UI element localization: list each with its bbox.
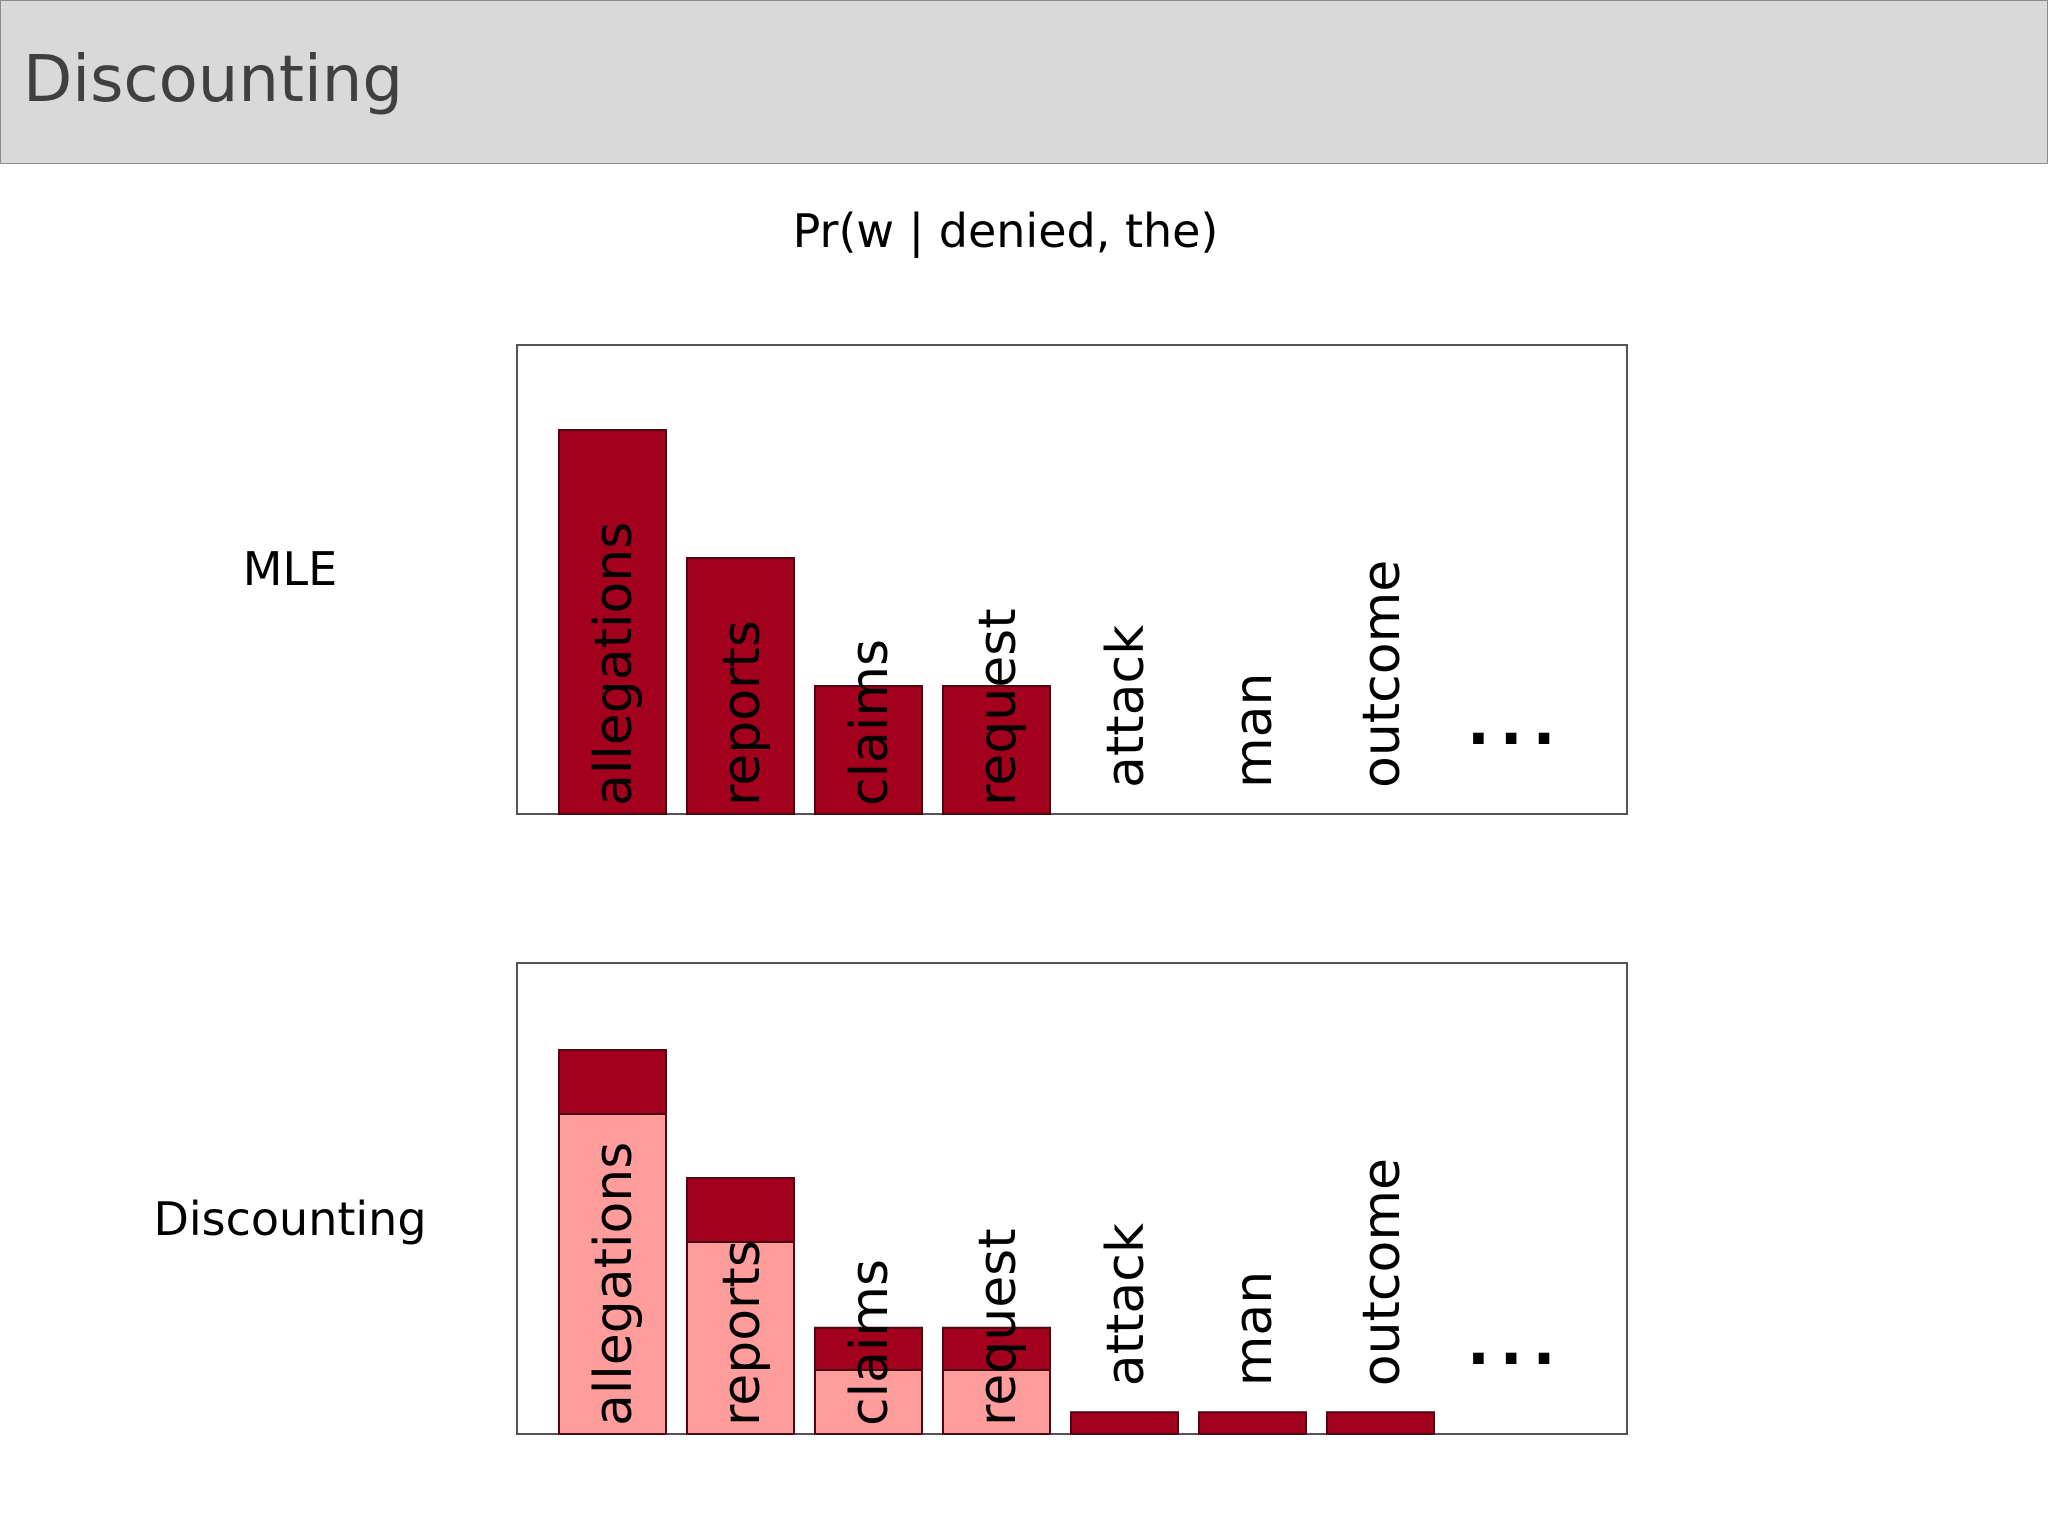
category-label-claims: claims xyxy=(840,1259,900,1426)
category-label-reports: reports xyxy=(712,1240,772,1426)
category-label-request: request xyxy=(968,608,1028,806)
category-label-man: man xyxy=(1224,1271,1284,1386)
bar-reports xyxy=(686,557,795,815)
slide-title: Discounting xyxy=(23,43,403,117)
category-label-request: request xyxy=(968,1228,1028,1426)
panel-mle: allegations reports claims request attack man… xyxy=(516,344,1628,815)
bar-man-reserved xyxy=(1198,1411,1307,1435)
bar-request xyxy=(942,685,1051,815)
panel-label-mle: MLE xyxy=(242,542,338,596)
bar-claims xyxy=(814,685,923,815)
slide-header: Discounting xyxy=(0,0,2048,164)
category-label-claims: claims xyxy=(840,639,900,806)
more-categories-ellipsis: ... xyxy=(1467,689,1565,759)
bar-claims-discounted xyxy=(814,1369,923,1435)
chart-title: Pr(w | denied, the) xyxy=(792,204,1219,258)
bar-allegations-reserved xyxy=(558,1049,667,1115)
plot-frame xyxy=(516,344,1628,815)
bar-allegations xyxy=(558,429,667,815)
bar-allegations-discounted xyxy=(558,1113,667,1435)
bar-reports-discounted xyxy=(686,1241,795,1435)
category-label-outcome: outcome xyxy=(1352,1158,1412,1386)
category-label-reports: reports xyxy=(712,620,772,806)
more-categories-ellipsis: ... xyxy=(1467,1309,1565,1379)
bar-request-discounted xyxy=(942,1369,1051,1435)
bar-reports-reserved xyxy=(686,1177,795,1243)
panel-discounting: allegations reports claims request attack man… xyxy=(516,962,1628,1435)
category-label-allegations: allegations xyxy=(584,1142,644,1426)
bar-claims-reserved xyxy=(814,1326,923,1372)
category-label-man: man xyxy=(1224,673,1284,788)
category-label-allegations: allegations xyxy=(584,522,644,806)
category-label-attack: attack xyxy=(1096,625,1156,788)
bar-request-reserved xyxy=(942,1326,1051,1372)
category-label-outcome: outcome xyxy=(1352,560,1412,788)
panel-label-discounting: Discounting xyxy=(153,1192,427,1246)
plot-frame xyxy=(516,962,1628,1435)
category-label-attack: attack xyxy=(1096,1223,1156,1386)
bar-outcome-reserved xyxy=(1326,1411,1435,1435)
bar-attack-reserved xyxy=(1070,1411,1179,1435)
